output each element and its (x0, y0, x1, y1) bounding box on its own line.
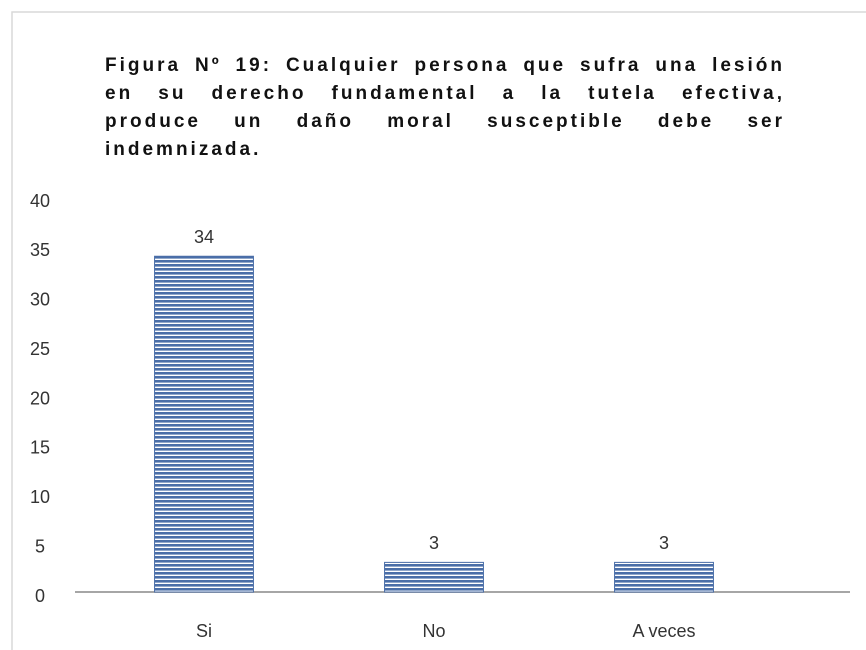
y-tick-label: 15 (30, 438, 50, 458)
data-label: 3 (429, 533, 439, 553)
bar (384, 561, 484, 593)
bar (614, 561, 714, 593)
data-label: 3 (659, 533, 669, 553)
y-tick-label: 30 (30, 290, 50, 310)
x-tick-label: Si (196, 621, 212, 641)
y-tick-label: 40 (30, 191, 50, 211)
y-tick-label: 35 (30, 240, 50, 260)
chart-title: Figura Nº 19: Cualquier persona que sufr… (105, 55, 785, 160)
x-tick-label: A veces (632, 621, 695, 641)
x-tick-label: No (422, 621, 445, 641)
y-tick-label: 10 (30, 487, 50, 507)
y-tick-label: 0 (35, 586, 45, 606)
y-tick-label: 5 (35, 536, 45, 556)
bar (154, 255, 254, 593)
y-tick-label: 25 (30, 339, 50, 359)
chart-frame (11, 11, 866, 650)
data-label: 34 (194, 227, 214, 247)
y-tick-label: 20 (30, 388, 50, 408)
